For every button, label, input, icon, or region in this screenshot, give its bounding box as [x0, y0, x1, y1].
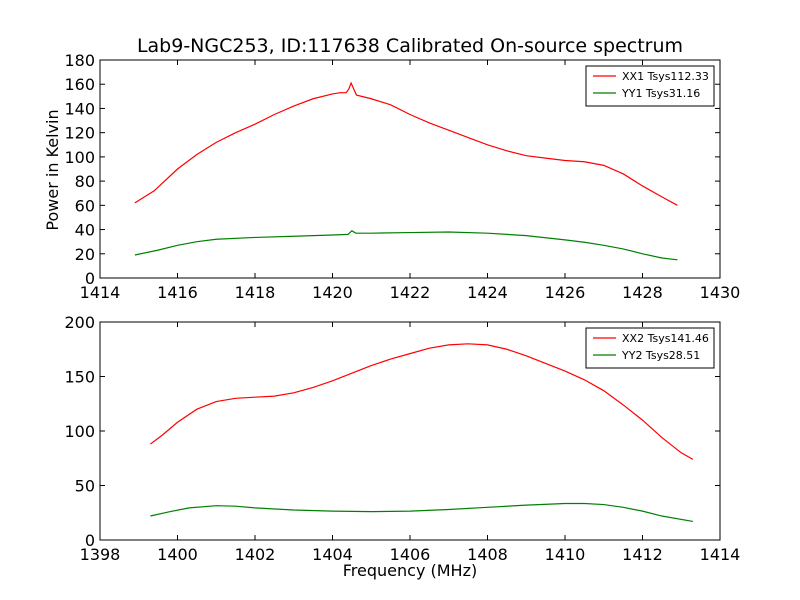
top-x-tick-label: 1426 — [545, 283, 586, 302]
bottom-series-line-2 — [150, 502, 693, 523]
top-y-tick-label: 140 — [64, 99, 95, 118]
top-x-tick-label: 1414 — [80, 283, 121, 302]
top-legend: XX1 Tsys112.33 YY1 Tsys31.16 — [585, 65, 715, 107]
top-x-tick-label: 1416 — [157, 283, 198, 302]
bottom-x-tick-label: 1402 — [235, 545, 276, 564]
bottom-x-tick-label: 1414 — [700, 545, 741, 564]
bottom-x-tick-label: 1406 — [390, 545, 431, 564]
top-x-tick-label: 1430 — [700, 283, 741, 302]
top-y-tick-label: 100 — [64, 148, 95, 167]
bottom-y-tick-label: 150 — [64, 368, 95, 387]
top-y-tick-label: 40 — [75, 221, 95, 240]
top-legend-label-2: YY1 Tsys31.16 — [621, 87, 700, 100]
bottom-legend-label-1: XX2 Tsys141.46 — [622, 332, 709, 345]
top-series-line-1 — [134, 81, 678, 206]
bottom-x-tick-label: 1404 — [312, 545, 353, 564]
top-x-tick-label: 1428 — [622, 283, 663, 302]
bottom-legend: XX2 Tsys141.46 YY2 Tsys28.51 — [585, 327, 715, 369]
bottom-y-tick-label: 100 — [64, 422, 95, 441]
top-legend-label-1: XX1 Tsys112.33 — [622, 70, 709, 83]
top-y-tick-label: 60 — [75, 196, 95, 215]
bottom-y-tick-label: 0 — [85, 531, 95, 550]
top-y-tick-label: 80 — [75, 172, 95, 191]
top-series-line-2 — [134, 230, 678, 261]
top-legend-box — [585, 65, 715, 107]
bottom-legend-box — [585, 327, 715, 369]
bottom-y-tick-label: 200 — [64, 313, 95, 332]
top-y-tick-label: 160 — [64, 75, 95, 94]
bottom-x-tick-label: 1412 — [622, 545, 663, 564]
top-x-tick-label: 1422 — [390, 283, 431, 302]
bottom-plot: 1398 1400 1402 1404 1406 1408 1410 1412 1414 0 50 1… — [64, 313, 740, 564]
bottom-legend-label-2: YY2 Tsys28.51 — [621, 349, 700, 362]
bottom-x-axis-label: Frequency (MHz) — [343, 561, 477, 580]
bottom-y-tick-label: 50 — [75, 477, 95, 496]
top-y-axis-label: Power in Kelvin — [43, 109, 62, 230]
top-y-tick-label: 0 — [85, 269, 95, 288]
top-x-tick-label: 1420 — [312, 283, 353, 302]
bottom-x-tick-label: 1408 — [467, 545, 508, 564]
top-y-tick-label: 20 — [75, 245, 95, 264]
top-y-tick-label: 120 — [64, 124, 95, 143]
top-x-tick-label: 1424 — [467, 283, 508, 302]
top-y-tick-label: 180 — [64, 51, 95, 70]
bottom-series-line-1 — [150, 343, 694, 460]
top-plot: 1414 1416 1418 1420 1422 1424 1426 1428 1430 0 20 4… — [64, 51, 740, 302]
chart-title: Lab9-NGC253, ID:117638 Calibrated On-sou… — [137, 35, 683, 57]
bottom-x-tick-label: 1410 — [545, 545, 586, 564]
top-x-tick-label: 1418 — [235, 283, 276, 302]
bottom-x-tick-label: 1398 — [80, 545, 121, 564]
bottom-x-tick-label: 1400 — [157, 545, 198, 564]
